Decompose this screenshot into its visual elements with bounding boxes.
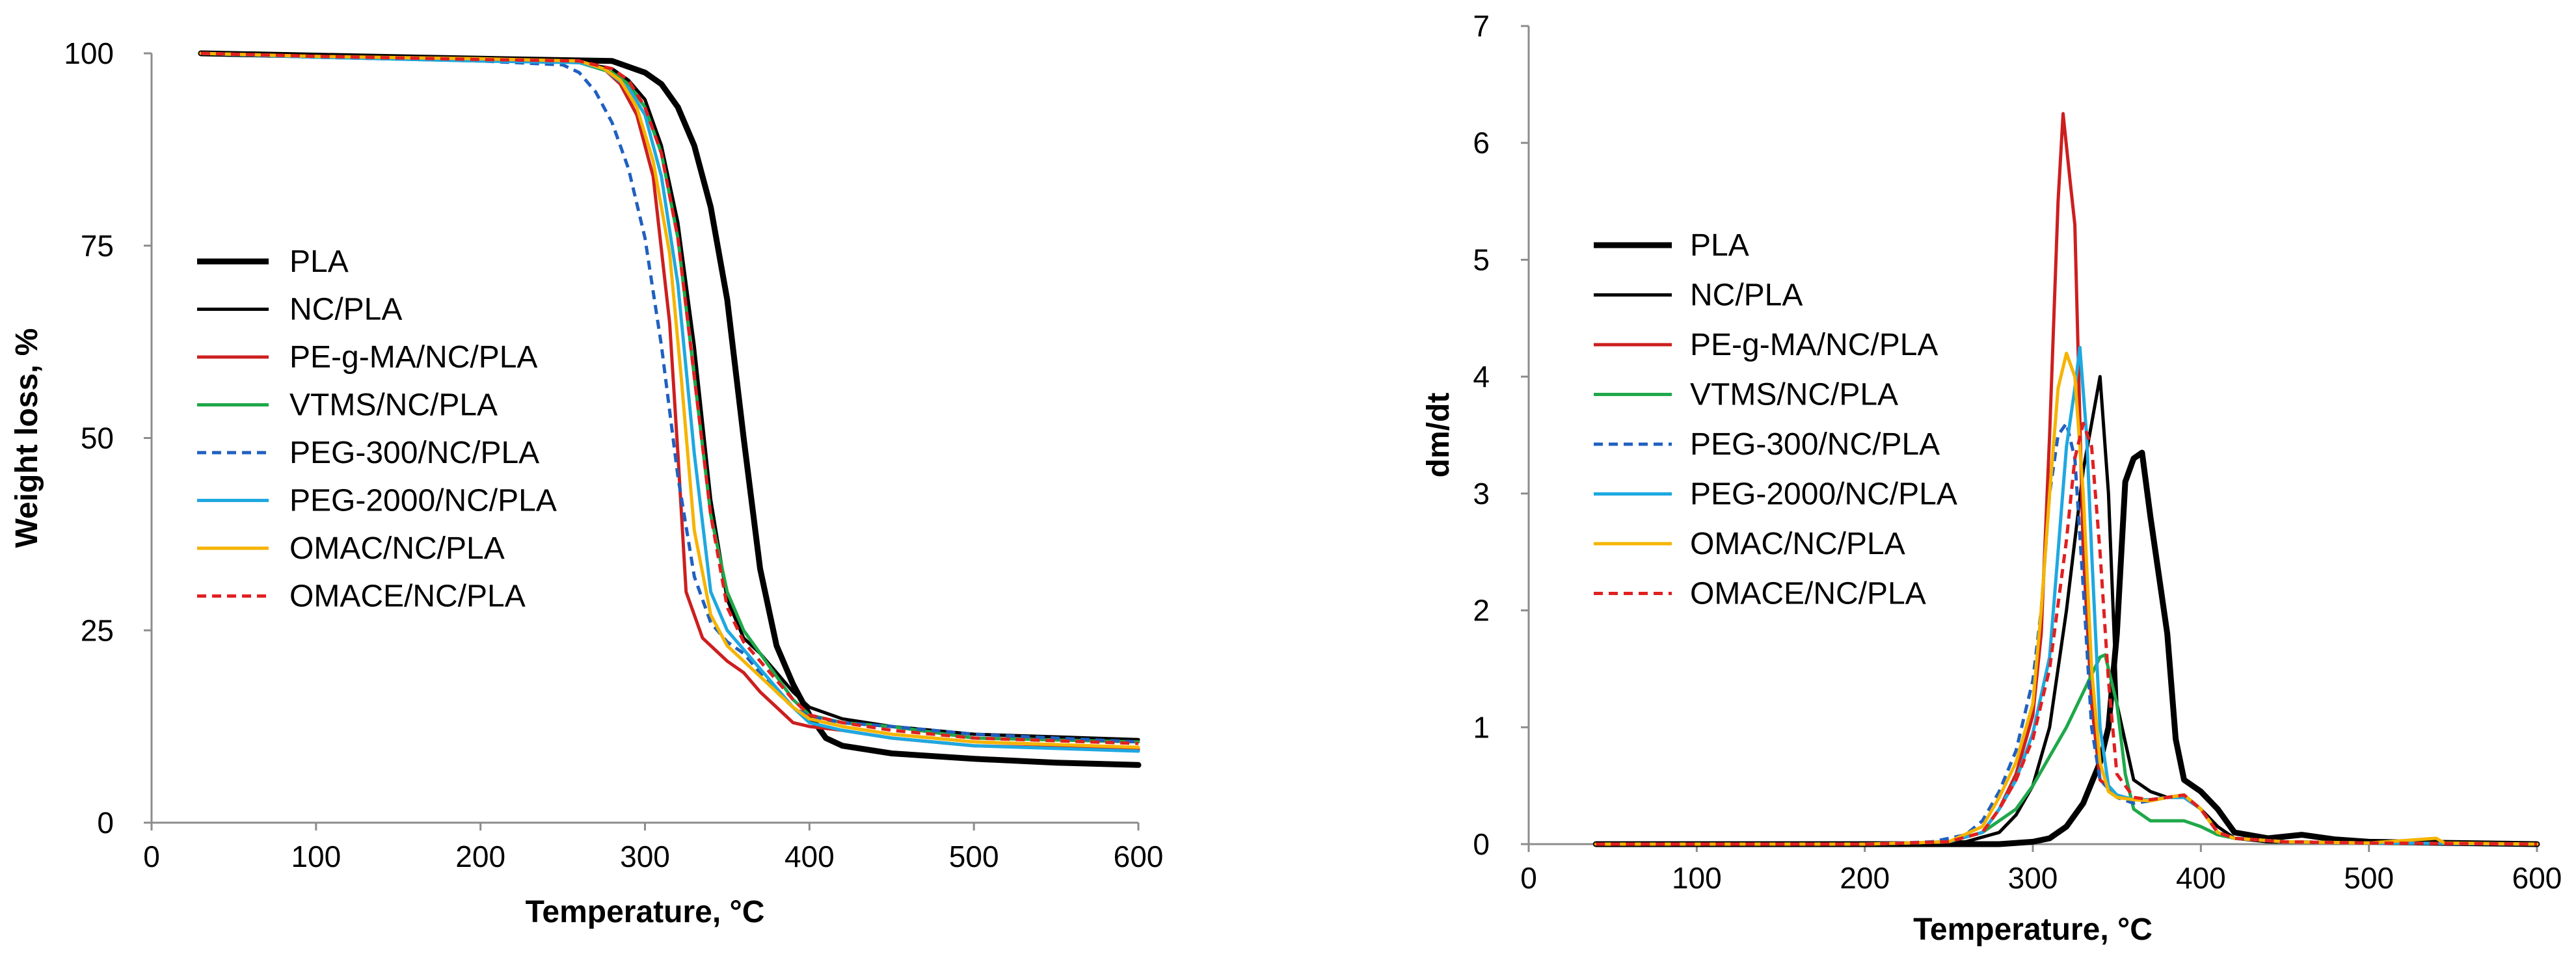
x-tick-label: 600 bbox=[1114, 840, 1164, 873]
x-axis-title: Temperature, °C bbox=[526, 895, 765, 929]
x-tick-label: 500 bbox=[949, 840, 999, 873]
legend-label: OMAC/NC/PLA bbox=[289, 531, 505, 566]
y-tick-label: 0 bbox=[97, 806, 114, 840]
y-tick-label: 75 bbox=[81, 229, 114, 263]
legend-label: PEG-300/NC/PLA bbox=[1690, 427, 1940, 462]
y-tick-label: 50 bbox=[81, 421, 114, 455]
weight-loss-chart: 0 25 50 75 100 0 100 200 300 400 500 600 Temperature… bbox=[10, 36, 1164, 929]
legend-label: PLA bbox=[1690, 228, 1749, 263]
y-tick-label: 25 bbox=[81, 613, 114, 647]
x-tick-label: 100 bbox=[1672, 861, 1722, 895]
series-line-pla bbox=[198, 50, 1142, 768]
series-line-omace-nc-pla bbox=[200, 51, 1139, 745]
legend-label: PE-g-MA/NC/PLA bbox=[289, 340, 537, 375]
x-axis-title: Temperature, °C bbox=[1913, 912, 2153, 947]
y-tick-label: 6 bbox=[1473, 126, 1490, 160]
x-tick-label: 500 bbox=[2344, 861, 2394, 895]
legend-label: OMAC/NC/PLA bbox=[1690, 527, 1905, 561]
series-line-peg-300-nc-pla bbox=[200, 51, 1139, 744]
y-tick-label: 2 bbox=[1473, 594, 1490, 628]
y-tick-label: 7 bbox=[1473, 9, 1490, 43]
x-tick-label: 200 bbox=[1840, 861, 1890, 895]
y-axis-title: dm/dt bbox=[1421, 393, 1456, 478]
legend-label: OMACE/NC/PLA bbox=[1690, 577, 1926, 611]
legend-label: VTMS/NC/PLA bbox=[1690, 378, 1898, 412]
legend-label: PEG-2000/NC/PLA bbox=[289, 484, 557, 518]
legend-label: VTMS/NC/PLA bbox=[289, 388, 498, 423]
legend-label: OMACE/NC/PLA bbox=[289, 579, 526, 614]
y-tick-label: 100 bbox=[64, 36, 114, 70]
legend-label: PLA bbox=[289, 245, 349, 279]
series-line-pla bbox=[1592, 449, 2540, 847]
x-tick-label: 300 bbox=[2008, 861, 2058, 895]
y-axis-title: Weight loss, % bbox=[10, 328, 44, 548]
legend-label: NC/PLA bbox=[1690, 278, 1803, 313]
x-tick-label: 600 bbox=[2512, 861, 2562, 895]
series-line-nc-pla bbox=[1594, 375, 2539, 846]
y-tick-label: 3 bbox=[1473, 477, 1490, 511]
y-tick-label: 1 bbox=[1473, 710, 1490, 744]
x-tick-label: 200 bbox=[455, 840, 505, 873]
x-tick-label: 400 bbox=[785, 840, 835, 873]
series-line-omace-nc-pla bbox=[1596, 421, 2538, 846]
y-tick-label: 0 bbox=[1473, 827, 1490, 861]
x-tick-label: 0 bbox=[143, 840, 160, 873]
legend: PLA NC/PLA PE-g-MA/NC/PLA VTMS/NC/PLA PEG-30… bbox=[1594, 228, 1957, 611]
legend-label: PE-g-MA/NC/PLA bbox=[1690, 328, 1938, 362]
y-tick-label: 4 bbox=[1473, 360, 1490, 393]
y-tick-label: 5 bbox=[1473, 243, 1490, 276]
legend-label: PEG-300/NC/PLA bbox=[289, 436, 539, 470]
legend-label: NC/PLA bbox=[289, 293, 402, 327]
legend: PLA NC/PLA PE-g-MA/NC/PLA VTMS/NC/PLA PEG-30… bbox=[197, 245, 557, 614]
x-tick-label: 400 bbox=[2176, 861, 2226, 895]
series-line-vtms-nc-pla bbox=[1594, 653, 2539, 846]
x-tick-label: 100 bbox=[291, 840, 341, 873]
legend-label: PEG-2000/NC/PLA bbox=[1690, 477, 1957, 512]
dmdt-chart: 0 1 2 3 4 5 6 7 0 100 200 300 400 500 600 Temperature, … bbox=[1421, 9, 2562, 947]
x-tick-label: 300 bbox=[620, 840, 670, 873]
x-tick-label: 0 bbox=[1520, 861, 1537, 895]
